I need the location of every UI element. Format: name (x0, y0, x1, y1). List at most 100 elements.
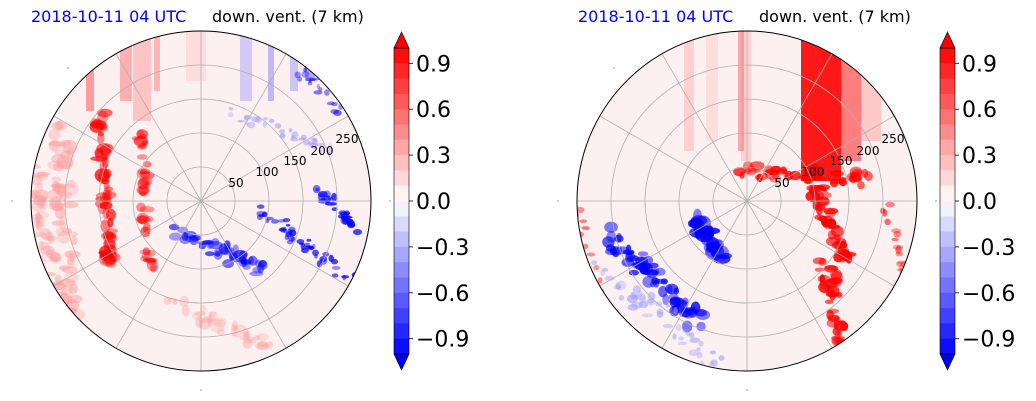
contour-blob (838, 355, 849, 367)
contour-blob (54, 274, 62, 283)
radial-tick-label: 200 (311, 144, 334, 158)
contour-blob (274, 123, 282, 129)
contour-blob (257, 214, 263, 221)
contour-blob (602, 267, 608, 272)
contour-blob (739, 171, 745, 179)
contour-blob (666, 304, 671, 308)
left-panel: 2018-10-11 04 UTC down. vent. (7 km) 50 1… (11, 7, 469, 391)
contour-blob (54, 149, 72, 156)
colorbar-level (940, 262, 955, 278)
contour-blob (33, 216, 46, 228)
contour-blob (247, 255, 258, 266)
contour-blob (836, 329, 842, 337)
contour-blob (678, 336, 685, 341)
contour-blob (318, 191, 328, 198)
contour-blob (285, 224, 291, 227)
contour-blob (299, 242, 304, 246)
contour-blob (807, 162, 821, 175)
contour-blob (45, 249, 54, 259)
contour-blob (811, 190, 825, 201)
contour-blob (313, 90, 323, 95)
colorbar-tick-label: 0.6 (416, 98, 451, 123)
contour-blob (895, 245, 902, 254)
grid-spoke (53, 200, 202, 287)
contour-blob (589, 273, 593, 277)
contour-blob (593, 265, 600, 271)
contour-blob (673, 307, 678, 314)
grid-spoke (200, 200, 349, 287)
contour-blob (69, 283, 78, 295)
contour-blob (37, 197, 46, 209)
contour-blob (819, 274, 825, 283)
contour-blob (341, 275, 350, 279)
colorbar-level (394, 308, 409, 324)
panel-1-field-title: down. vent. (7 km) (212, 7, 364, 26)
contour-blob (744, 165, 757, 176)
contour-blob (54, 120, 64, 131)
contour-blob (300, 134, 307, 140)
contour-blob (208, 311, 218, 317)
contour-blob (327, 101, 335, 106)
contour-blob (57, 185, 67, 197)
colorbar-extend-min (939, 353, 956, 371)
colorbar-level (940, 139, 955, 156)
contour-blob (656, 311, 664, 318)
contour-blob (143, 257, 158, 263)
contour-blob (35, 171, 49, 178)
colorbar-tick-label: 0.0 (416, 190, 451, 215)
edge-marker (200, 389, 202, 391)
contour-blob (831, 335, 841, 346)
contour-blob (353, 229, 362, 236)
contour-blob (139, 206, 155, 213)
contour-blob (240, 336, 255, 341)
contour-blob (665, 283, 679, 295)
contour-blob (606, 244, 615, 252)
colorbar-level (394, 155, 409, 171)
contour-blob (64, 157, 73, 170)
contour-blob (36, 173, 49, 182)
contour-blob (53, 162, 65, 172)
colorbar-level (940, 277, 955, 294)
contour-blob (882, 209, 888, 217)
contour-blob (754, 174, 768, 181)
contour-blob (843, 357, 858, 363)
contour-blob (845, 343, 852, 352)
contour-blob (216, 328, 226, 336)
contour-blob (341, 215, 353, 219)
contour-blob (696, 321, 706, 332)
contour-blob (305, 77, 315, 82)
colorbar-level (394, 277, 409, 294)
contour-blob (179, 295, 190, 307)
contour-blob (710, 359, 718, 367)
colorbar-level (394, 48, 409, 64)
radial-tick-label: 50 (228, 176, 243, 190)
contour-blob (282, 218, 291, 223)
contour-blob (65, 192, 73, 199)
grid-spoke (746, 115, 895, 202)
colorbar-level (394, 201, 409, 217)
contour-blob (265, 216, 274, 221)
contour-blob (47, 160, 60, 170)
colorbar-level (940, 246, 955, 263)
streak-band (186, 31, 206, 81)
edge-marker (557, 200, 559, 202)
colorbar-level (394, 109, 409, 125)
contour-blob (261, 211, 268, 218)
streak-band (86, 31, 94, 111)
contour-blob (672, 333, 677, 340)
contour-blob (709, 350, 716, 355)
radial-tick-label: 150 (284, 154, 307, 168)
contour-blob (682, 328, 688, 334)
contour-blob (96, 143, 114, 154)
contour-blob (103, 238, 116, 250)
contour-blob (258, 260, 268, 270)
contour-blob (646, 269, 658, 278)
contour-blob (333, 109, 342, 116)
edge-marker (67, 67, 69, 69)
contour-blob (103, 232, 117, 240)
contour-blob (133, 136, 148, 146)
polar-grid (31, 31, 371, 371)
colorbar-level (394, 63, 409, 80)
contour-blob (750, 168, 762, 173)
